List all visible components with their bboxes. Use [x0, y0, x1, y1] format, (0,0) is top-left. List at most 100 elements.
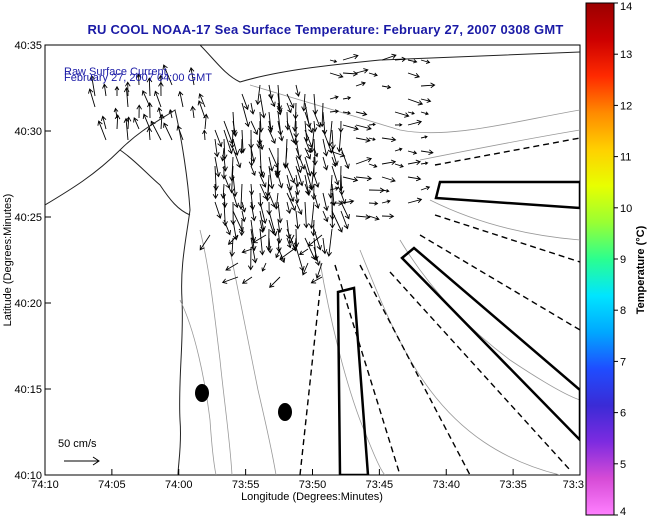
current-arrow [239, 219, 245, 237]
current-arrow [330, 129, 336, 150]
current-arrow [250, 201, 257, 222]
current-arrow [368, 201, 379, 206]
current-arrow [214, 156, 221, 178]
current-arrow [277, 120, 284, 142]
current-arrow [304, 183, 310, 195]
current-arrow [229, 237, 235, 257]
current-arrow [285, 219, 292, 240]
current-arrow [222, 192, 228, 208]
current-arrow [292, 237, 298, 251]
current-arrow [394, 111, 410, 118]
current-arrow [368, 72, 378, 77]
current-arrow [329, 59, 338, 63]
current-arrow [225, 262, 239, 271]
current-arrow [394, 56, 407, 62]
current-arrow [252, 234, 267, 244]
current-arrow [407, 197, 423, 204]
scale-label: 50 cm/s [58, 438, 97, 450]
current-arrow [158, 113, 165, 130]
current-arrow [241, 201, 247, 213]
scale-arrow [64, 456, 100, 466]
current-arrow [146, 77, 153, 97]
colorbar-tick-label: 7 [620, 356, 626, 368]
current-arrow [213, 165, 219, 191]
current-arrow [259, 93, 267, 119]
current-arrow [295, 201, 303, 216]
current-arrow [232, 210, 244, 233]
current-arrow [309, 165, 315, 191]
current-arrow [407, 59, 418, 64]
current-arrow [303, 201, 309, 229]
current-arrow [329, 95, 339, 100]
current-arrow [125, 81, 131, 97]
current-arrow [223, 129, 234, 155]
current-arrow [247, 246, 254, 271]
y-tick-label: 40:30 [14, 126, 42, 138]
x-tick-label: 73:35 [499, 479, 527, 491]
current-arrow [407, 111, 415, 115]
current-arrow [136, 104, 142, 119]
y-axis-label: Latitude (Degrees:Minutes) [2, 194, 14, 327]
coastline-inlet [119, 149, 191, 216]
current-arrow [329, 200, 344, 206]
current-arrow [198, 93, 206, 108]
current-arrow [329, 186, 340, 191]
current-arrow [340, 147, 350, 170]
current-arrow [381, 213, 395, 219]
current-arrow [407, 175, 422, 182]
current-arrow [162, 64, 173, 86]
current-arrow [420, 111, 429, 116]
current-arrow [295, 246, 305, 272]
current-arrow [407, 72, 421, 79]
current-arrow [322, 210, 329, 223]
y-tick-label: 40:25 [14, 212, 42, 224]
current-arrow [313, 174, 320, 188]
current-arrow [250, 165, 256, 177]
current-arrow [420, 98, 432, 103]
current-arrow [277, 174, 284, 189]
current-arrow [264, 183, 271, 202]
current-arrow [326, 228, 333, 257]
x-tick-label: 74:00 [165, 479, 193, 491]
current-arrow [176, 125, 184, 141]
current-arrow [355, 175, 373, 182]
current-arrow [420, 59, 431, 64]
radar-station-marker [195, 384, 209, 402]
current-arrow [259, 219, 265, 234]
current-arrow [249, 192, 256, 211]
current-arrow [313, 237, 319, 262]
current-arrow [355, 124, 372, 131]
current-arrow [89, 74, 96, 97]
colorbar-tick-label: 13 [620, 49, 632, 61]
current-arrow [267, 120, 274, 134]
current-arrow [381, 188, 390, 193]
current-arrow [368, 215, 380, 221]
current-arrow [123, 117, 130, 141]
current-arrow [309, 129, 315, 153]
current-arrow [177, 90, 184, 108]
current-arrow [329, 150, 346, 158]
current-arrow [250, 237, 258, 264]
current-arrow [294, 210, 301, 230]
current-arrow [114, 114, 121, 130]
current-arrow [331, 165, 340, 186]
current-arrow [240, 210, 247, 223]
current-arrow [420, 135, 428, 139]
current-arrow [199, 234, 211, 251]
current-arrow [268, 165, 275, 190]
colorbar-tick-label: 5 [620, 459, 626, 471]
current-arrow [342, 176, 359, 183]
current-arrow [268, 192, 276, 208]
current-arrow [340, 192, 347, 205]
colorbar-tick-label: 9 [620, 254, 626, 266]
current-arrow [342, 124, 359, 131]
current-arrow [329, 201, 336, 229]
current-arrow [261, 262, 267, 272]
current-arrow [304, 111, 314, 134]
current-arrow [312, 93, 319, 115]
current-arrow [312, 120, 318, 133]
current-arrow [355, 137, 371, 143]
current-arrow [407, 159, 421, 166]
current-arrow [331, 210, 343, 233]
current-arrow [288, 234, 295, 244]
